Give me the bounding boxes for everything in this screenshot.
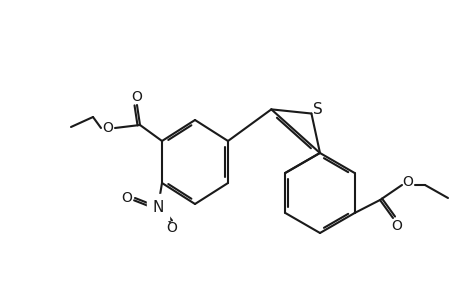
Text: S: S (312, 102, 322, 117)
Text: N: N (152, 200, 163, 214)
Text: O: O (121, 191, 132, 205)
Text: O: O (131, 90, 142, 104)
Text: O: O (402, 175, 413, 189)
Text: O: O (391, 219, 402, 233)
Text: O: O (166, 221, 177, 235)
Text: O: O (102, 121, 113, 135)
